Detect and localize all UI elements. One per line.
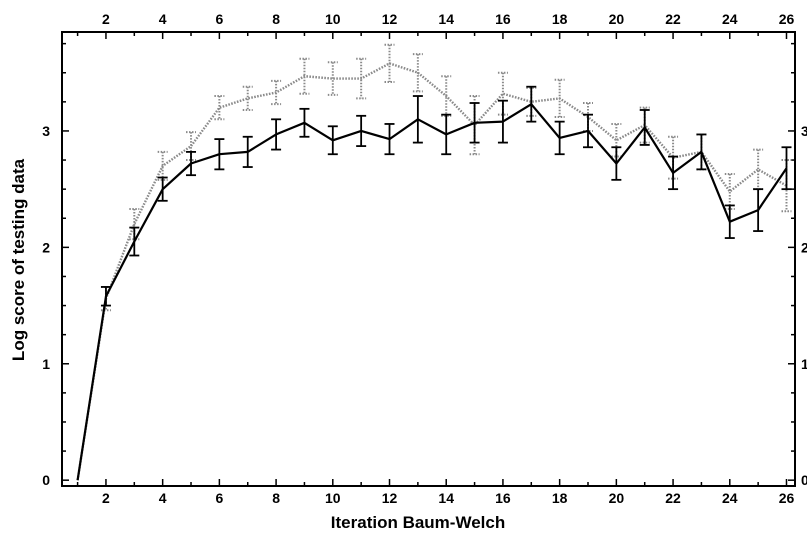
- y-right-tick-label: 3: [801, 123, 807, 139]
- x-tick-label: 26: [779, 490, 795, 506]
- x-top-tick-label: 22: [665, 11, 681, 27]
- y-tick-label: 3: [42, 123, 50, 139]
- error-bar: [327, 125, 338, 156]
- x-top-tick-label: 10: [325, 11, 341, 27]
- error-bar: [668, 135, 679, 180]
- error-bar: [100, 286, 111, 307]
- x-top-tick-label: 18: [552, 11, 568, 27]
- series-line: [76, 103, 788, 481]
- error-bar: [526, 85, 537, 123]
- x-top-tick-label: 24: [722, 11, 738, 27]
- error-bar: [583, 113, 594, 149]
- error-bar: [554, 120, 565, 156]
- error-bar: [242, 135, 253, 168]
- y-tick-label: 1: [42, 356, 50, 372]
- x-tick-label: 10: [325, 490, 341, 506]
- x-top-tick-label: 26: [779, 11, 795, 27]
- error-bar: [412, 53, 423, 93]
- error-bar: [554, 78, 565, 118]
- error-bar: [724, 204, 735, 239]
- error-bar: [186, 151, 197, 177]
- series-line: [76, 62, 788, 481]
- error-bar: [441, 75, 452, 117]
- error-bar: [242, 85, 253, 111]
- x-top-tick-label: 4: [159, 11, 167, 27]
- error-bar: [441, 113, 452, 156]
- x-axis-title: Iteration Baum-Welch: [331, 513, 505, 532]
- series-1: [76, 43, 792, 481]
- error-bar: [384, 123, 395, 156]
- x-top-tick-label: 2: [102, 11, 110, 27]
- x-tick-label: 8: [272, 490, 280, 506]
- x-tick-label: 2: [102, 490, 110, 506]
- error-bar: [129, 226, 140, 257]
- plot-frame: [61, 31, 796, 487]
- error-bar: [497, 71, 508, 116]
- error-bar: [668, 155, 679, 191]
- x-top-tick-label: 12: [382, 11, 398, 27]
- x-tick-label: 16: [495, 490, 511, 506]
- plot-border: [61, 31, 796, 487]
- error-bar: [639, 109, 650, 146]
- error-bar: [497, 99, 508, 144]
- x-tick-label: 22: [665, 490, 681, 506]
- x-tick-label: 24: [722, 490, 738, 506]
- y-right-tick-label: 2: [801, 239, 807, 255]
- tick-labels: 2244668810101212141416161818202022222424…: [42, 11, 807, 506]
- series-2: [76, 85, 792, 481]
- y-right-tick-label: 1: [801, 356, 807, 372]
- error-bar: [214, 138, 225, 171]
- x-tick-label: 6: [215, 490, 223, 506]
- error-bar: [781, 146, 792, 191]
- x-top-tick-label: 6: [215, 11, 223, 27]
- x-tick-label: 12: [382, 490, 398, 506]
- error-bar: [753, 148, 764, 191]
- x-top-tick-label: 16: [495, 11, 511, 27]
- y-tick-label: 0: [42, 472, 50, 488]
- x-tick-label: 4: [159, 490, 167, 506]
- error-bar: [384, 43, 395, 84]
- series-lines: [76, 43, 792, 481]
- error-bar: [611, 146, 622, 181]
- error-bar: [356, 114, 367, 147]
- y-tick-label: 2: [42, 239, 50, 255]
- x-tick-label: 20: [609, 490, 625, 506]
- x-top-tick-label: 20: [609, 11, 625, 27]
- error-bar: [724, 173, 735, 210]
- error-bar: [271, 118, 282, 151]
- error-bar: [327, 61, 338, 96]
- error-bar: [271, 79, 282, 106]
- error-bar: [753, 188, 764, 232]
- x-tick-label: 14: [438, 490, 454, 506]
- error-bar: [469, 102, 480, 144]
- error-bar: [412, 95, 423, 144]
- y-axis-title: Log score of testing data: [9, 158, 28, 361]
- error-bar: [781, 159, 792, 213]
- error-bar: [696, 133, 707, 171]
- axis-ticks: [62, 32, 795, 486]
- x-tick-label: 18: [552, 490, 568, 506]
- x-top-tick-label: 8: [272, 11, 280, 27]
- error-bar: [214, 95, 225, 121]
- error-bar: [299, 107, 310, 138]
- y-right-tick-label: 0: [801, 472, 807, 488]
- error-bar: [157, 176, 168, 202]
- error-bar: [356, 57, 367, 100]
- x-top-tick-label: 14: [438, 11, 454, 27]
